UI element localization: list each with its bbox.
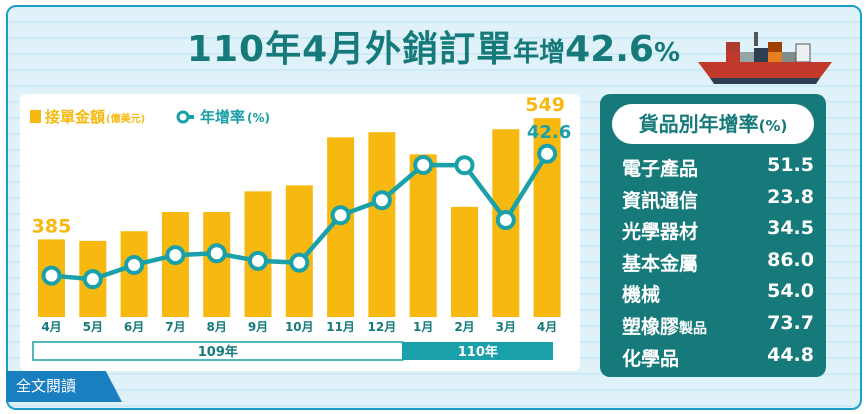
goods-value: 23.8 xyxy=(767,185,814,208)
x-tick-label: 6月 xyxy=(124,320,144,334)
goods-name: 機械 xyxy=(622,284,661,307)
goods-name: 電子產品 xyxy=(622,158,699,180)
legend-line-label: 年增率 xyxy=(200,108,245,126)
legend-bar-unit: (億美元) xyxy=(106,112,145,125)
goods-value: 86.0 xyxy=(767,248,814,271)
goods-row: 塑橡膠製品 73.7 xyxy=(622,312,814,340)
legend-line-unit: (%) xyxy=(247,111,270,125)
bar xyxy=(451,206,478,317)
bar xyxy=(409,154,437,317)
title-percent: % xyxy=(653,38,681,68)
goods-row: 資訊通信 23.8 xyxy=(622,186,814,214)
goods-name: 光學器材 xyxy=(622,221,699,244)
bar xyxy=(368,132,396,317)
goods-name: 基本金屬 xyxy=(622,252,699,275)
goods-value: 54.0 xyxy=(767,280,814,303)
goods-name: 資訊通信 xyxy=(622,189,699,212)
legend-line-marker xyxy=(176,110,190,124)
goods-row: 電子產品 51.5 xyxy=(622,154,814,182)
growth-point xyxy=(454,155,475,176)
goods-panel-title: 貨品別年增率(%) xyxy=(612,104,814,144)
goods-name: 塑橡膠製品 xyxy=(622,316,708,338)
line-data-label: 42.6 xyxy=(527,122,571,143)
growth-point xyxy=(413,154,434,175)
growth-point xyxy=(82,269,103,290)
growth-point xyxy=(495,210,516,231)
cargo-ship-icon xyxy=(698,32,832,84)
full-text-link[interactable]: 全文閱讀 xyxy=(6,371,122,402)
growth-point xyxy=(330,205,351,226)
goods-value: 51.5 xyxy=(767,154,814,176)
x-tick-label: 8月 xyxy=(207,320,227,334)
legend-bar-swatch xyxy=(30,110,41,123)
growth-point xyxy=(41,265,62,286)
growth-point xyxy=(537,143,558,164)
page-title: 110年4月外銷訂單年增42.6% xyxy=(0,20,867,72)
growth-point xyxy=(371,190,392,211)
year-group-label: 110年 xyxy=(458,344,498,360)
growth-point xyxy=(124,254,145,275)
x-tick-label: 9月 xyxy=(248,320,268,334)
x-tick-label: 4月 xyxy=(41,320,61,334)
goods-row: 化學品 44.8 xyxy=(622,344,814,372)
growth-point xyxy=(289,252,310,273)
goods-row: 機械 54.0 xyxy=(622,280,814,308)
goods-value: 34.5 xyxy=(767,217,814,240)
goods-row: 光學器材 34.5 xyxy=(622,217,814,245)
goods-name: 化學品 xyxy=(622,347,680,370)
bar-data-label: 385 xyxy=(32,215,72,237)
x-tick-label: 7月 xyxy=(165,320,185,334)
legend-bar-label: 接單金額 xyxy=(45,108,105,126)
goods-value: 44.8 xyxy=(767,343,814,366)
x-tick-label: 10月 xyxy=(285,320,314,334)
goods-row: 基本金屬 86.0 xyxy=(622,249,814,277)
x-tick-label: 3月 xyxy=(496,320,516,334)
year-group-110 xyxy=(402,342,553,360)
title-growth-value: 42.6 xyxy=(565,29,654,70)
goods-value: 73.7 xyxy=(767,312,814,334)
x-tick-label: 5月 xyxy=(83,320,103,334)
x-tick-label: 11月 xyxy=(326,320,355,334)
x-tick-label: 12月 xyxy=(368,320,397,334)
title-main: 110年4月外銷訂單 xyxy=(186,29,514,70)
goods-growth-panel: 貨品別年增率(%) xyxy=(600,94,826,377)
x-tick-label: 2月 xyxy=(454,320,474,334)
bar xyxy=(203,212,231,317)
title-growth-label: 年增 xyxy=(513,38,566,68)
x-tick-label: 4月 xyxy=(537,320,557,334)
bar-data-label: 549 xyxy=(525,94,565,116)
growth-point xyxy=(206,243,227,264)
x-tick-label: 1月 xyxy=(413,320,433,334)
growth-point xyxy=(165,245,186,266)
year-group-label: 109年 xyxy=(198,344,238,360)
growth-point xyxy=(248,250,268,271)
